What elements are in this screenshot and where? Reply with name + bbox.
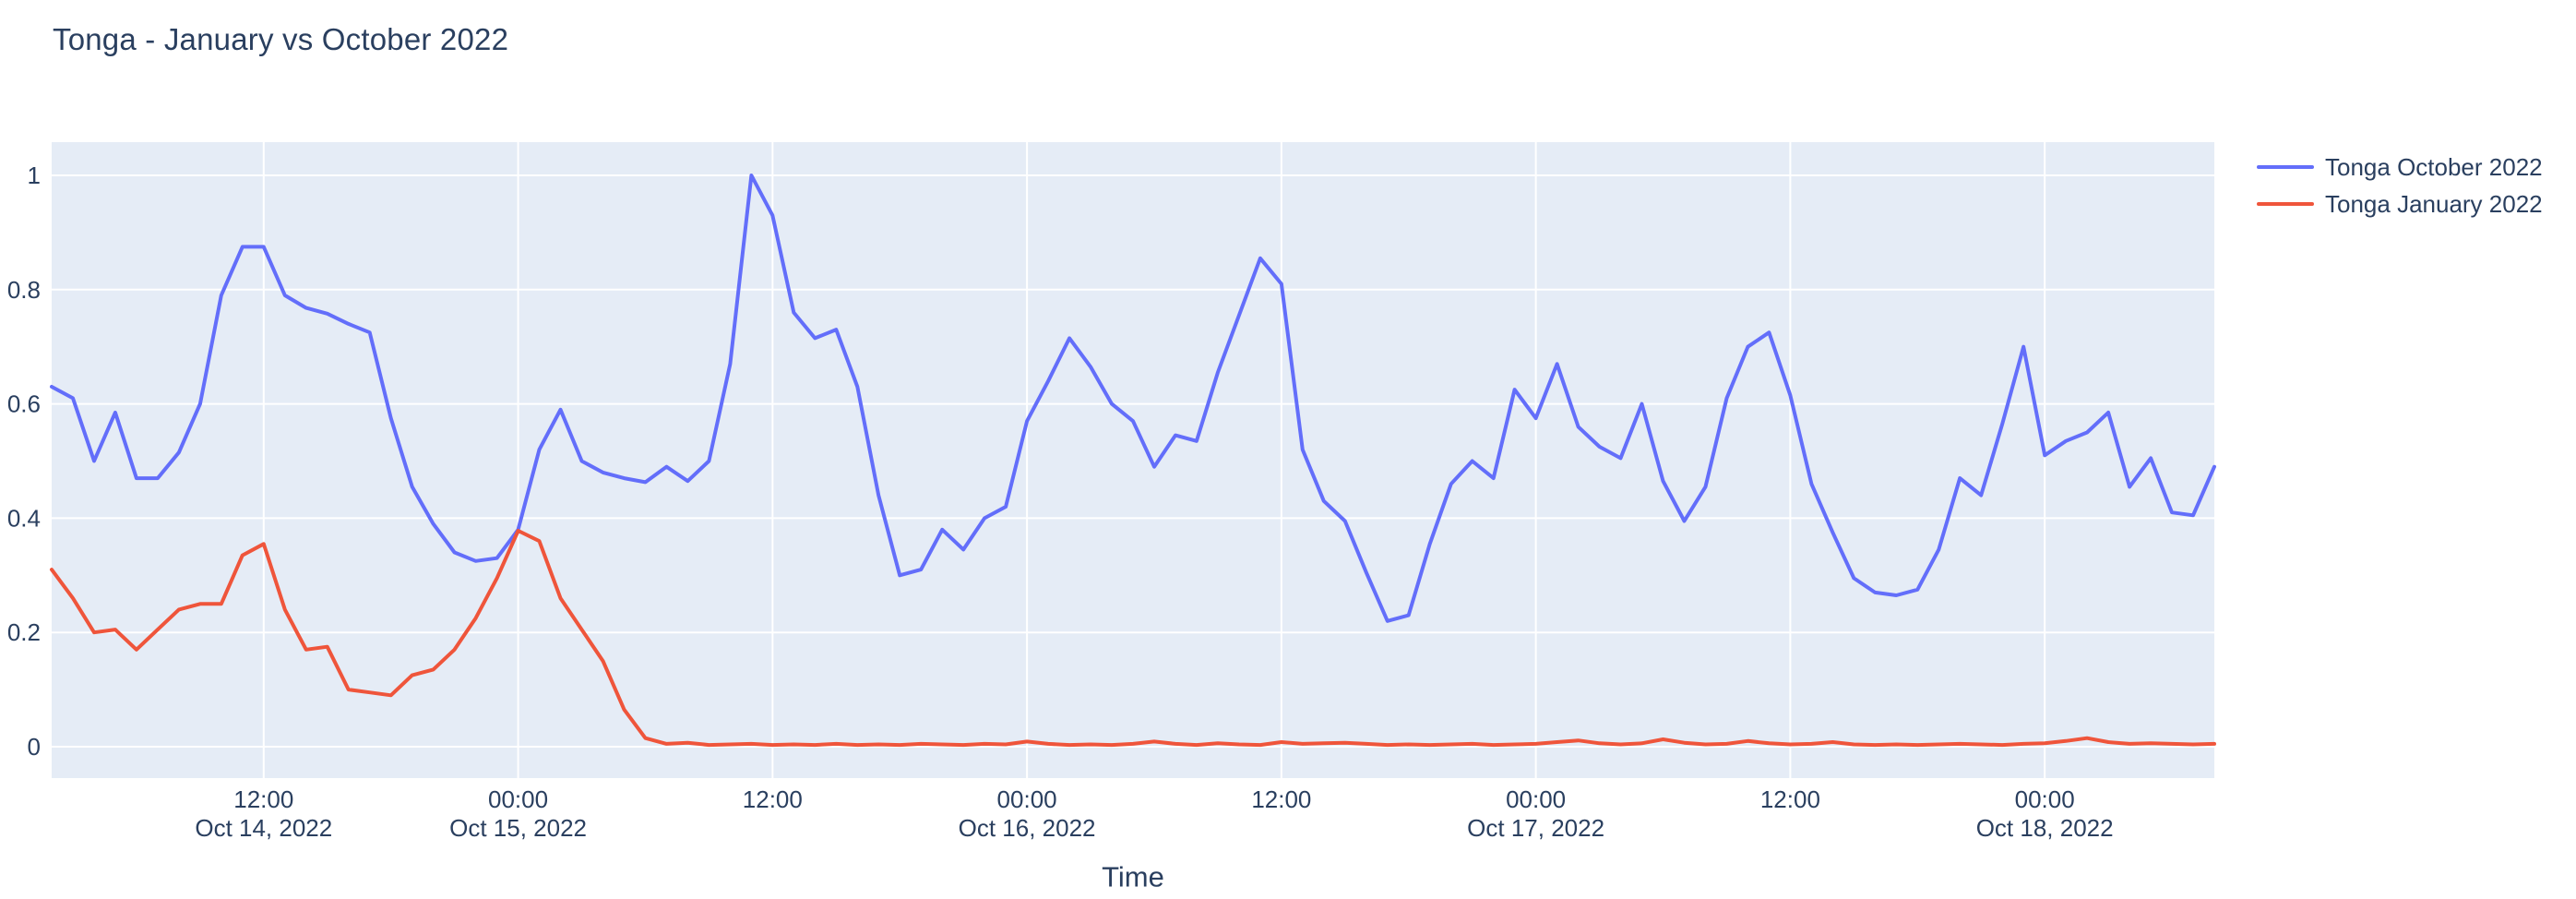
x-tick-date-label: Oct 18, 2022 [1976,814,2114,842]
y-tick-label: 0.4 [7,504,41,532]
y-tick-label: 0.8 [7,276,41,304]
legend: Tonga October 2022 Tonga January 2022 [2257,153,2543,218]
y-tick-label: 0.2 [7,618,41,646]
series-line-tonga-october-2022[interactable] [50,174,2216,623]
y-tick-label: 0.6 [7,390,41,418]
series-line-tonga-january-2022[interactable] [50,529,2216,748]
legend-line-swatch-january [2257,202,2314,206]
x-tick-time-label: 12:00 [1251,785,1311,813]
x-tick-date-label: Oct 16, 2022 [959,814,1096,842]
y-tick-label: 1 [28,162,41,189]
x-tick-date-label: Oct 15, 2022 [449,814,587,842]
x-tick-time-label: 00:00 [2015,785,2075,813]
plot-area[interactable] [52,142,2214,778]
x-tick-date-label: Oct 14, 2022 [195,814,332,842]
legend-item-tonga-january-2022[interactable]: Tonga January 2022 [2257,190,2543,218]
legend-line-swatch-october [2257,165,2314,169]
chart-title: Tonga - January vs October 2022 [53,22,509,56]
x-tick-time-label: 12:00 [743,785,803,813]
x-axis-title: Time [1102,861,1164,893]
y-tick-label: 0 [28,733,41,761]
x-tick-time-label: 00:00 [997,785,1057,813]
legend-label: Tonga October 2022 [2325,152,2543,181]
x-tick-time-label: 12:00 [233,785,293,813]
x-tick-time-label: 00:00 [1506,785,1566,813]
legend-label: Tonga January 2022 [2325,189,2543,218]
x-tick-date-label: Oct 17, 2022 [1467,814,1604,842]
x-tick-time-label: 00:00 [488,785,548,813]
legend-item-tonga-october-2022[interactable]: Tonga October 2022 [2257,153,2543,181]
x-tick-time-label: 12:00 [1760,785,1820,813]
